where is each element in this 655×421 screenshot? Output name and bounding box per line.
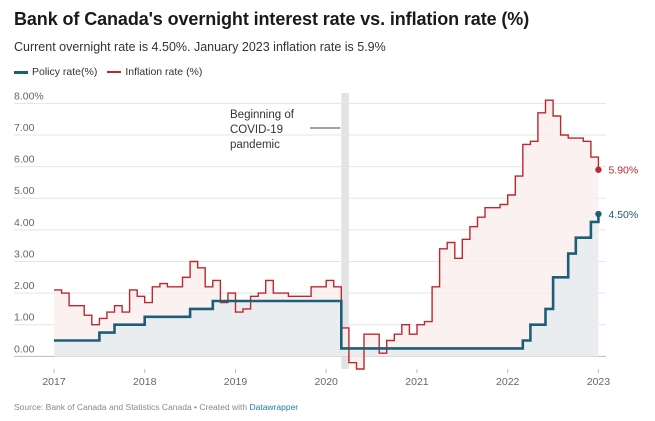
legend: Policy rate(%) Inflation rate (%) bbox=[14, 66, 212, 78]
inflation-end-point bbox=[595, 166, 602, 173]
legend-swatch-policy bbox=[14, 70, 28, 74]
inflation-line bbox=[54, 99, 600, 370]
legend-item-inflation: Inflation rate (%) bbox=[107, 66, 202, 78]
x-tick-label: 2017 bbox=[42, 376, 66, 388]
x-tick-label: 2022 bbox=[496, 376, 520, 388]
y-tick-label: 7.00 bbox=[14, 122, 35, 134]
x-tick-label: 2021 bbox=[405, 376, 429, 388]
datawrapper-link[interactable]: Datawrapper bbox=[249, 402, 299, 412]
footer: Source: Bank of Canada and Statistics Ca… bbox=[14, 402, 298, 412]
footer-source: Source: Bank of Canada and Statistics Ca… bbox=[14, 402, 248, 412]
policy-line bbox=[54, 214, 600, 350]
y-tick-label: 8.00% bbox=[14, 90, 44, 102]
legend-label-inflation: Inflation rate (%) bbox=[125, 66, 203, 78]
annotation-line: Beginning of bbox=[230, 109, 295, 121]
y-tick-label: 2.00 bbox=[14, 280, 35, 292]
inflation-area bbox=[54, 100, 599, 369]
policy-area bbox=[54, 214, 599, 357]
y-tick-label: 5.00 bbox=[14, 185, 35, 197]
x-tick-label: 2020 bbox=[315, 376, 339, 388]
legend-item-policy: Policy rate(%) bbox=[14, 66, 97, 78]
policy-end-point bbox=[595, 210, 602, 218]
annotation-line: pandemic bbox=[230, 139, 280, 151]
x-tick-label: 2023 bbox=[587, 376, 611, 388]
y-tick-label: 0.00 bbox=[14, 343, 35, 355]
legend-label-policy: Policy rate(%) bbox=[32, 66, 98, 78]
chart-subtitle: Current overnight rate is 4.50%. January… bbox=[14, 40, 386, 54]
x-tick-label: 2018 bbox=[133, 376, 157, 388]
legend-swatch-inflation bbox=[107, 71, 122, 73]
y-tick-label: 6.00 bbox=[14, 154, 35, 166]
annotation-line: COVID-19 bbox=[230, 124, 283, 136]
covid-band bbox=[341, 93, 349, 369]
y-tick-label: 3.00 bbox=[14, 248, 35, 260]
inflation-end-label: 5.90% bbox=[608, 165, 638, 177]
chart-title: Bank of Canada's overnight interest rate… bbox=[14, 9, 530, 29]
y-tick-label: 1.00 bbox=[14, 312, 35, 324]
policy-end-label: 4.50% bbox=[608, 209, 638, 221]
y-tick-label: 4.00 bbox=[14, 217, 35, 229]
x-tick-label: 2019 bbox=[224, 376, 248, 388]
